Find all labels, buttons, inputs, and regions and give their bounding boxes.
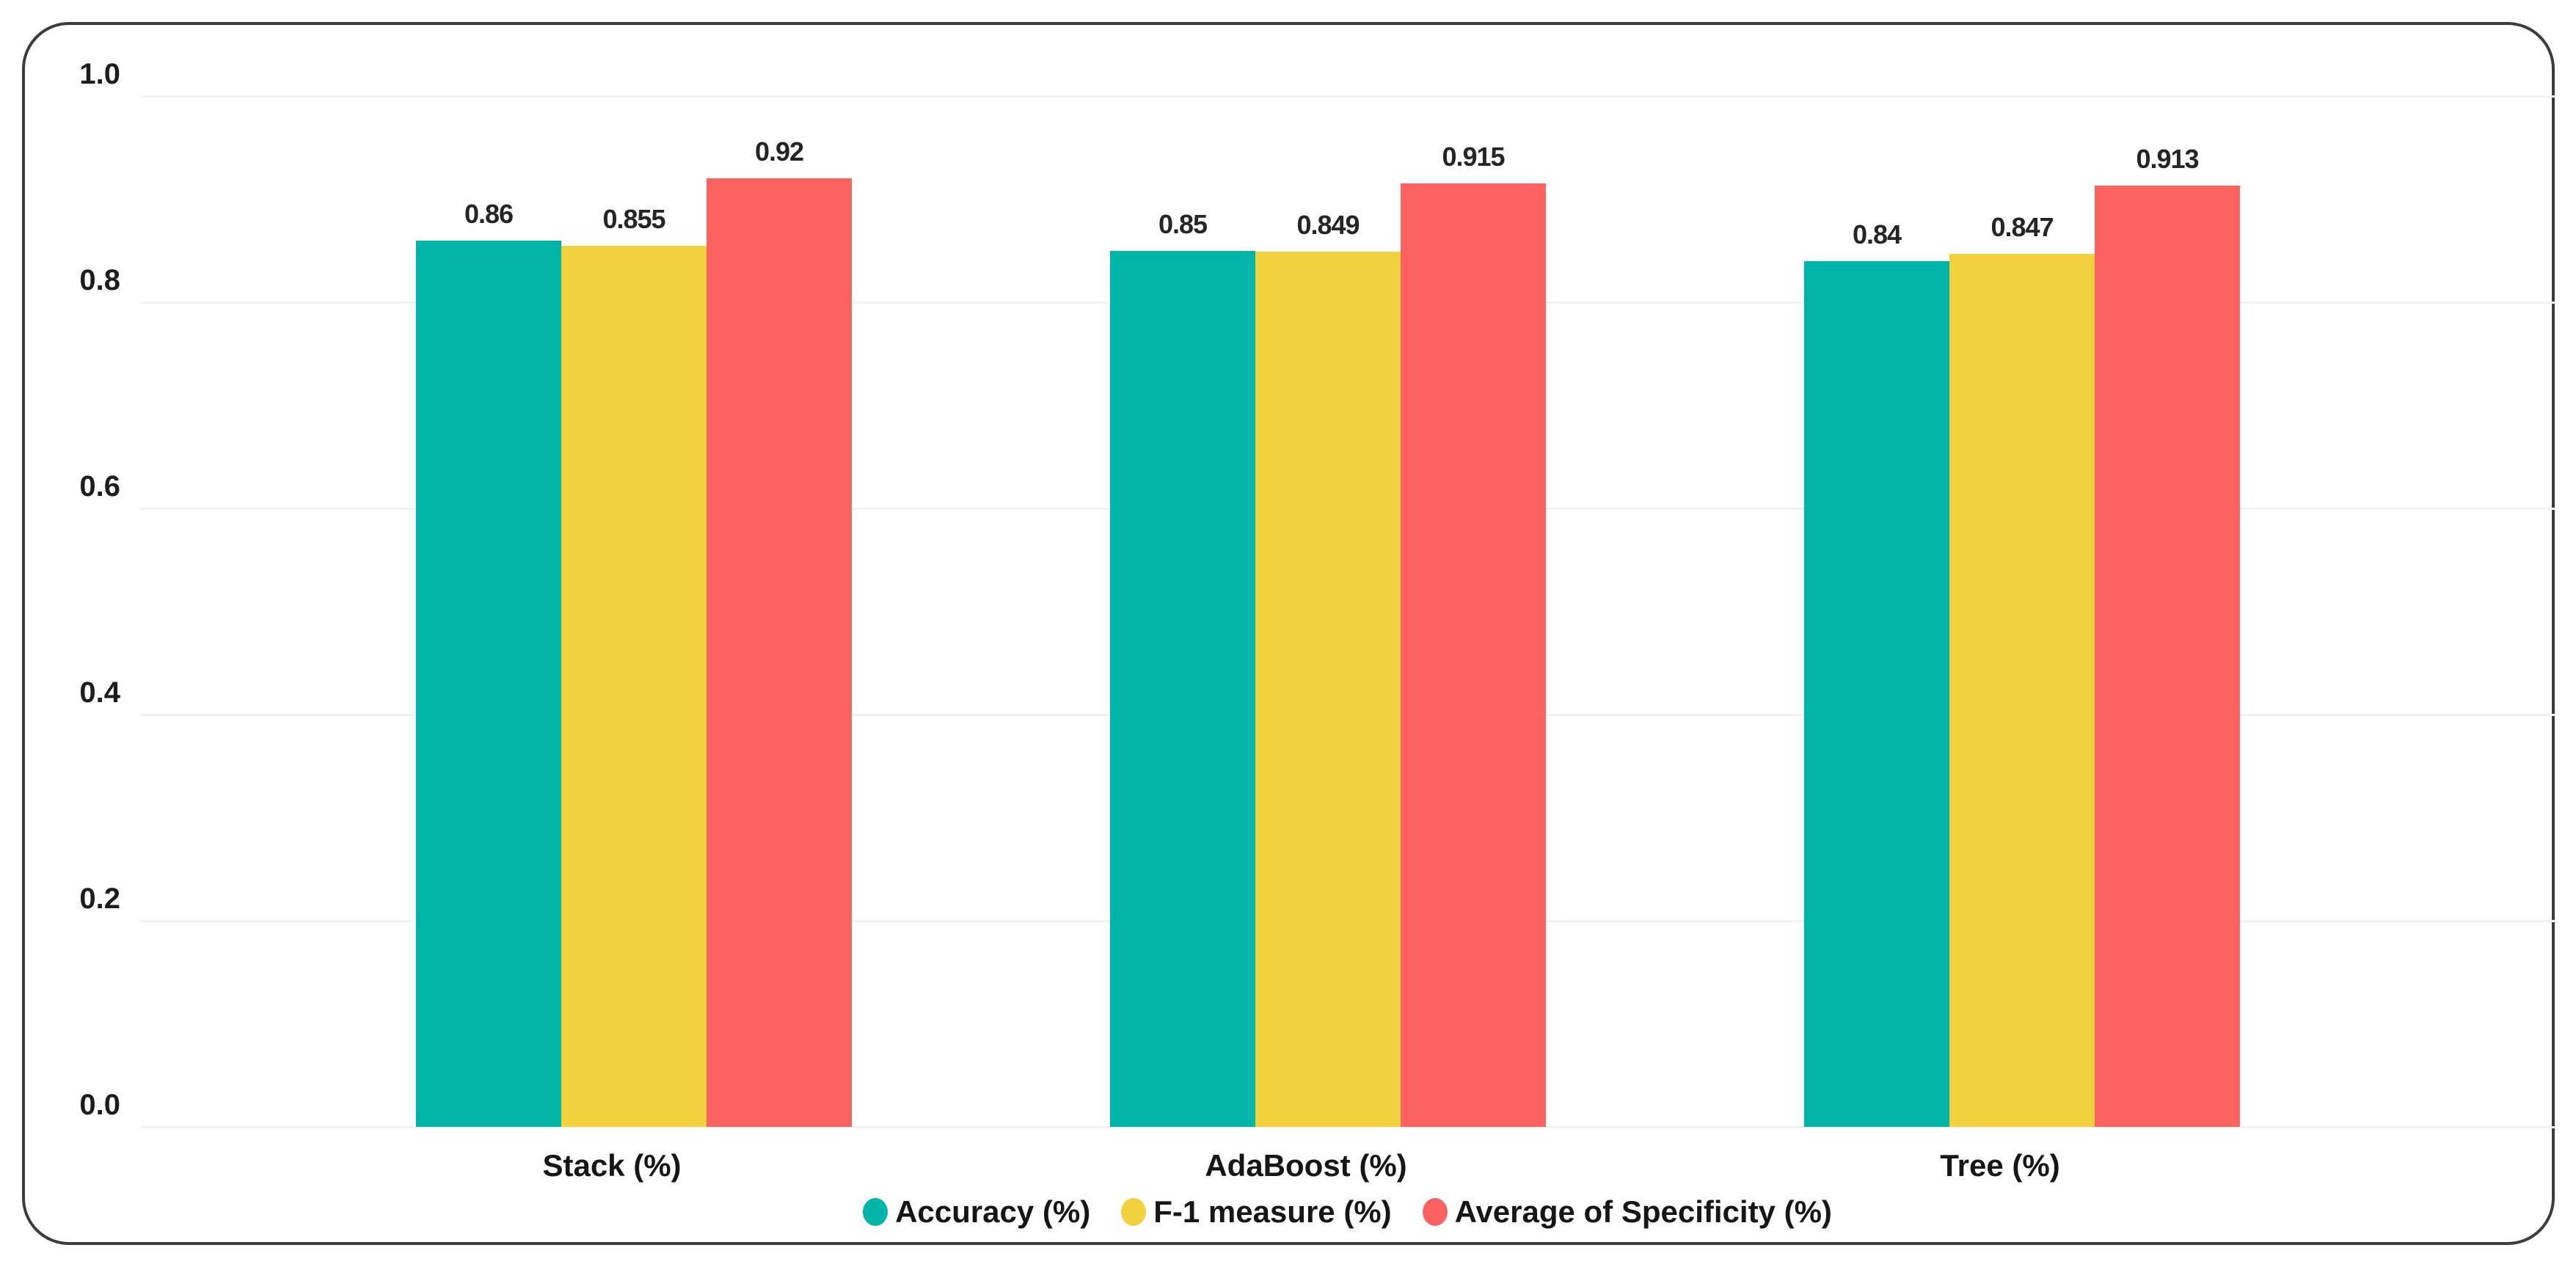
legend-item-label: Accuracy (%) <box>895 1194 1091 1229</box>
legend-item-accuracy-[interactable]: Accuracy (%) <box>863 1197 1090 1227</box>
x-axis-category-label: Stack (%) <box>542 1148 682 1183</box>
y-axis-tick-label: 0.2 <box>79 883 120 915</box>
y-axis-tick-label: 0.8 <box>79 264 120 296</box>
bar-value-label: 0.855 <box>602 203 665 234</box>
plot-area: 0.86 0.855 0.92 0.85 0.849 0.915 0.84 0.847 0.91… <box>140 95 2555 1128</box>
bar-group-tree-: 0.84 0.847 0.913 <box>1804 96 2240 1127</box>
legend-item-label: Average of Specificity (%) <box>1454 1194 1832 1229</box>
bar-value-label: 0.849 <box>1296 210 1360 241</box>
bar-group-adaboost-: 0.85 0.849 0.915 <box>1110 96 1546 1127</box>
y-axis-tick-label: 0.0 <box>79 1089 120 1121</box>
bar-value-label: 0.92 <box>754 136 804 167</box>
legend-item-f-1-measure-[interactable]: F-1 measure (%) <box>1121 1194 1392 1229</box>
bar-f-1-measure-[interactable]: 0.855 <box>561 205 707 1127</box>
legend-dot-icon <box>863 1198 889 1226</box>
bar-average-of-specificity-[interactable]: 0.92 <box>707 139 852 1127</box>
chart-card: 0.86 0.855 0.92 0.85 0.849 0.915 0.84 0.847 0.91… <box>22 22 2555 1245</box>
bar-value-label: 0.84 <box>1852 219 1902 249</box>
x-axis-category-label: AdaBoost (%) <box>1205 1148 1407 1183</box>
bar-f-1-measure-[interactable]: 0.849 <box>1255 212 1401 1127</box>
y-axis-tick-label: 0.6 <box>79 470 120 503</box>
bar-accuracy-[interactable]: 0.85 <box>1110 211 1255 1127</box>
legend-item-label: F-1 measure (%) <box>1153 1194 1392 1229</box>
bar-accuracy-[interactable]: 0.84 <box>1804 221 1949 1127</box>
bar-value-label: 0.915 <box>1442 142 1505 172</box>
legend-dot-icon <box>1422 1198 1448 1226</box>
legend: Accuracy (%) F-1 measure (%) Average of Sp… <box>140 1197 2555 1227</box>
bar-value-label: 0.86 <box>464 198 514 229</box>
bar-value-label: 0.85 <box>1158 208 1208 239</box>
bar-accuracy-[interactable]: 0.86 <box>416 200 561 1127</box>
gridline-y-1.0 <box>140 95 2555 98</box>
bar-average-of-specificity-[interactable]: 0.915 <box>1401 144 1546 1127</box>
bar-f-1-measure-[interactable]: 0.847 <box>1949 213 2095 1127</box>
gridline-y-0.0 <box>140 1125 2555 1128</box>
bar-value-label: 0.913 <box>2136 144 2199 175</box>
x-axis-category-label: Tree (%) <box>1940 1148 2060 1183</box>
bar-group-stack-: 0.86 0.855 0.92 <box>416 96 852 1127</box>
legend-item-average-of-specificity-[interactable]: Average of Specificity (%) <box>1422 1194 1832 1229</box>
y-axis-tick-label: 1.0 <box>79 58 120 90</box>
legend-dot-icon <box>1121 1198 1147 1226</box>
bar-value-label: 0.847 <box>1991 211 2054 242</box>
bar-average-of-specificity-[interactable]: 0.913 <box>2095 146 2240 1127</box>
y-axis-tick-label: 0.4 <box>79 676 120 709</box>
